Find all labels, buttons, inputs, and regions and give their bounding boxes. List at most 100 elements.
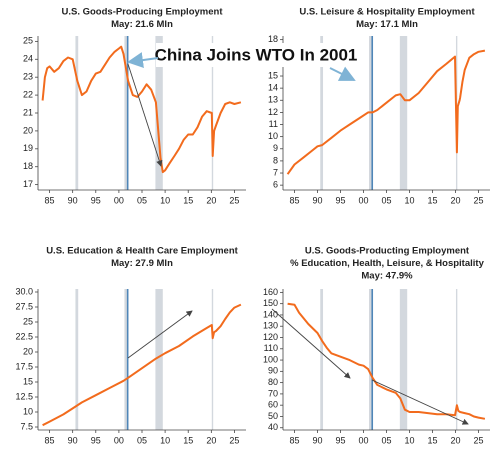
y-tick-label: 160 [263,287,278,297]
annotation: China Joins WTO In 2001 [127,43,358,81]
y-tick-label: 140 [263,309,278,319]
y-tick-label: 10 [23,406,33,416]
x-tick-label: 25 [229,195,239,205]
x-tick-label: 95 [91,195,101,205]
y-tick-label: 7.5 [20,421,33,431]
y-tick-label: 100 [263,354,278,364]
y-tick-label: 8 [273,155,278,165]
x-tick-label: 00 [114,195,124,205]
recession-band [75,36,79,190]
panel-title: May: 21.6 Mln [111,19,173,30]
recession-band [75,289,79,430]
recession-band [455,289,458,430]
x-tick-label: 20 [206,435,216,445]
x-tick-label: 15 [183,435,193,445]
y-tick-label: 25 [23,36,33,46]
x-tick-label: 15 [427,195,437,205]
trend-arrow [371,379,469,425]
panel-title: May: 17.1 Mln [356,19,418,30]
y-tick-label: 20 [23,346,33,356]
y-tick-label: 22.5 [15,331,33,341]
trend-arrow [127,63,163,167]
y-tick-label: 12 [268,107,278,117]
y-tick-label: 50 [268,411,278,421]
x-tick-label: 10 [160,195,170,205]
x-tick-label: 25 [229,435,239,445]
y-tick-label: 15 [23,376,33,386]
x-tick-label: 15 [183,195,193,205]
y-tick-label: 14 [268,83,278,93]
y-tick-label: 60 [268,400,278,410]
y-tick-label: 18 [268,34,278,44]
y-tick-label: 24 [23,54,33,64]
x-tick-label: 00 [358,195,368,205]
recession-band [320,36,324,190]
y-tick-label: 6 [273,180,278,190]
x-tick-label: 15 [427,435,437,445]
recession-band [155,36,163,190]
y-tick-label: 30.0 [15,286,33,296]
recession-band [124,289,128,430]
recession-band [369,289,373,430]
trend-arrow [127,310,193,359]
x-tick-label: 90 [312,435,322,445]
x-tick-label: 00 [358,435,368,445]
recession-band [211,289,214,430]
annotation-text: China Joins WTO In 2001 [155,45,358,64]
x-tick-label: 20 [450,195,460,205]
y-tick-label: 120 [263,332,278,342]
y-tick-label: 130 [263,321,278,331]
x-tick-label: 95 [335,195,345,205]
x-tick-label: 20 [450,435,460,445]
x-tick-label: 95 [335,435,345,445]
x-tick-label: 05 [137,195,147,205]
data-line [286,49,486,175]
y-tick-label: 7 [273,167,278,177]
x-tick-label: 10 [404,195,414,205]
panel-title: May: 47.9% [361,271,413,282]
x-tick-label: 05 [381,195,391,205]
y-tick-label: 18 [23,161,33,171]
x-tick-label: 90 [312,195,322,205]
y-tick-label: 17 [23,179,33,189]
y-tick-label: 90 [268,366,278,376]
x-tick-label: 90 [68,195,78,205]
data-line [42,303,242,427]
x-tick-label: 90 [68,435,78,445]
trend-arrows [127,63,469,425]
recession-band [124,36,128,190]
y-tick-label: 80 [268,377,278,387]
x-tick-label: 20 [206,195,216,205]
panel-title: U.S. Goods-Producting Employment [305,246,470,257]
panel-title: U.S. Education & Health Care Employment [46,246,238,257]
x-tick-label: 10 [160,435,170,445]
y-tick-label: 150 [263,298,278,308]
data-line [41,45,242,174]
y-tick-label: 20 [23,125,33,135]
y-tick-label: 19 [23,143,33,153]
x-tick-label: 25 [473,435,483,445]
panel-title: % Education, Health, Leisure, & Hospital… [290,258,484,269]
y-tick-label: 40 [268,422,278,432]
x-tick-label: 85 [289,435,299,445]
annotation-arrow [127,52,159,69]
x-tick-label: 10 [404,435,414,445]
trend-arrow [271,308,351,379]
recession-band [399,36,408,190]
y-tick-label: 27.5 [15,301,33,311]
y-tick-label: 10 [268,131,278,141]
panel-title: May: 27.9 Mln [111,258,173,269]
x-tick-label: 85 [289,195,299,205]
x-tick-label: 85 [45,195,55,205]
y-tick-label: 23 [23,72,33,82]
x-tick-label: 25 [473,195,483,205]
y-tick-label: 13 [268,95,278,105]
x-tick-label: 00 [114,435,124,445]
annotation-background [156,43,356,67]
x-tick-label: 85 [45,435,55,445]
y-tick-label: 25 [23,316,33,326]
x-tick-label: 95 [91,435,101,445]
x-tick-label: 05 [137,435,147,445]
